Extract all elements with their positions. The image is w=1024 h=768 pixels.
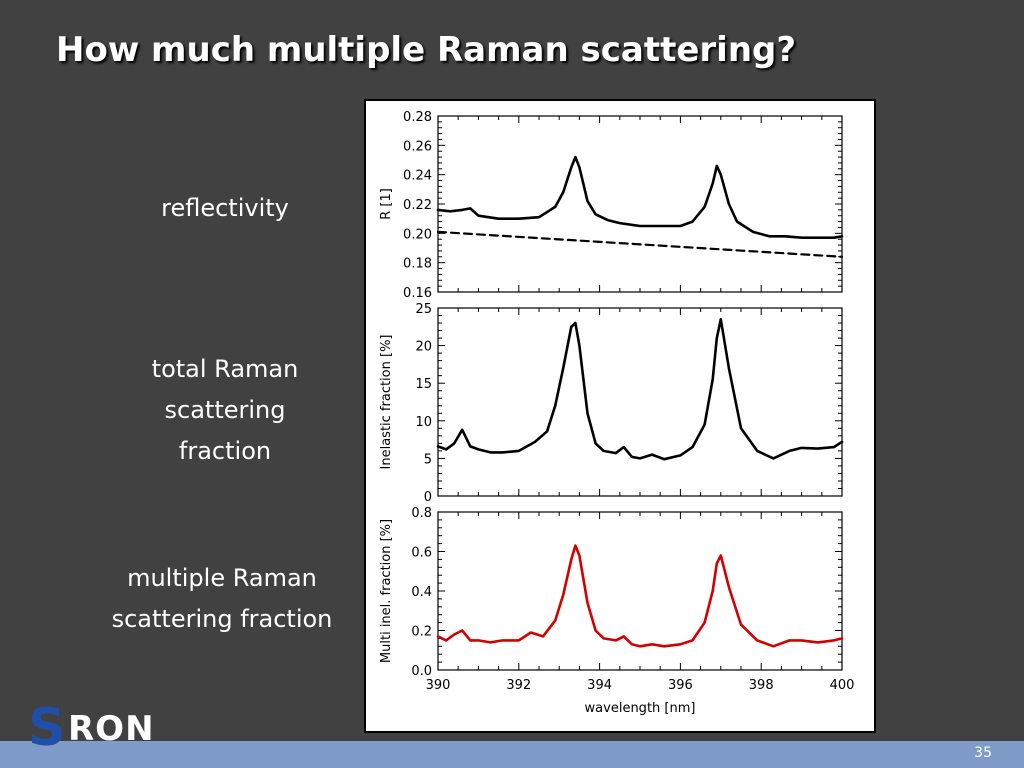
- panel-3-ylabel: Multi inel. fraction [%]: [379, 519, 394, 663]
- total-raman-label: total Raman scattering fraction: [110, 349, 340, 472]
- panel-1-ytick-label: 0.16: [403, 286, 432, 301]
- total-raman-label-line-3: fraction: [178, 437, 272, 465]
- panel-3-xtick-label: 398: [749, 678, 774, 693]
- multiple-raman-label: multiple Raman scattering fraction: [80, 558, 364, 640]
- panel-2-ytick-label: 15: [415, 377, 432, 392]
- panel-2-frame: [437, 307, 843, 497]
- panel-1-ytick-label: 0.18: [403, 257, 432, 272]
- panel-3-xtick-label: 396: [668, 678, 693, 693]
- panel-3-xtick-label: 400: [830, 678, 855, 693]
- panel-2-ytick-label: 25: [415, 302, 432, 317]
- total-raman-label-line-1: total Raman: [151, 355, 299, 383]
- slide-title: How much multiple Raman scattering?: [56, 30, 797, 70]
- panel-3-ytick-label: 0.0: [411, 664, 432, 679]
- panel-1-ylabel: R [1]: [379, 188, 394, 220]
- reflectivity-label-line: reflectivity: [161, 194, 289, 222]
- total-raman-label-line-2: scattering: [164, 396, 286, 424]
- panel-3-xtick-label: 392: [506, 678, 531, 693]
- panel-3-ytick-label: 0.8: [411, 506, 432, 521]
- chart-svg: 0.16 0.18 0.20 0.22 0.24 0.26 0.28 R [1] 0 5 10 15 2…: [379, 110, 855, 716]
- panel-2-series-1-line: [436, 318, 844, 461]
- panel-1-ytick-label: 0.20: [403, 227, 432, 242]
- panel-3-ytick-label: 0.6: [411, 546, 432, 561]
- panel-1-frame: [437, 115, 843, 293]
- panel-3-xlabel: wavelength [nm]: [585, 701, 696, 716]
- panel-1-series-1-line: [436, 155, 844, 239]
- panel-1-ytick-label: 0.22: [403, 198, 432, 213]
- logo-s-letter: S: [28, 698, 66, 758]
- panel-2-ytick-label: 20: [415, 340, 432, 355]
- panel-3-series-1-line: [436, 544, 844, 648]
- page-number: 35: [974, 745, 992, 761]
- panel-2-ytick-label: 5: [424, 452, 432, 467]
- multiple-raman-label-line-1: multiple Raman: [127, 564, 317, 592]
- multiple-raman-label-line-2: scattering fraction: [111, 605, 333, 633]
- panel-3-ytick-label: 0.2: [411, 625, 432, 640]
- chart-panel: 0.16 0.18 0.20 0.22 0.24 0.26 0.28 R [1] 0 5 10 15 2…: [364, 99, 876, 733]
- panel-2-ytick-label: 0: [424, 490, 432, 505]
- panel-3-xtick-label: 390: [426, 678, 451, 693]
- sron-logo: S RON: [28, 702, 178, 758]
- panel-1-ytick-label: 0.28: [403, 110, 432, 125]
- panel-1-ytick-label: 0.26: [403, 139, 432, 154]
- panel-3-ytick-label: 0.4: [411, 585, 432, 600]
- reflectivity-label: reflectivity: [110, 188, 340, 229]
- panel-2-ytick-label: 10: [415, 415, 432, 430]
- panel-1-ytick-label: 0.24: [403, 169, 432, 184]
- logo-ron-text: RON: [68, 709, 155, 749]
- panel-3-xtick-label: 394: [587, 678, 612, 693]
- panel-2-ylabel: Inelastic fraction [%]: [379, 335, 394, 470]
- footer-bar: [0, 741, 1024, 768]
- panel-1-series-2-line: [436, 230, 844, 258]
